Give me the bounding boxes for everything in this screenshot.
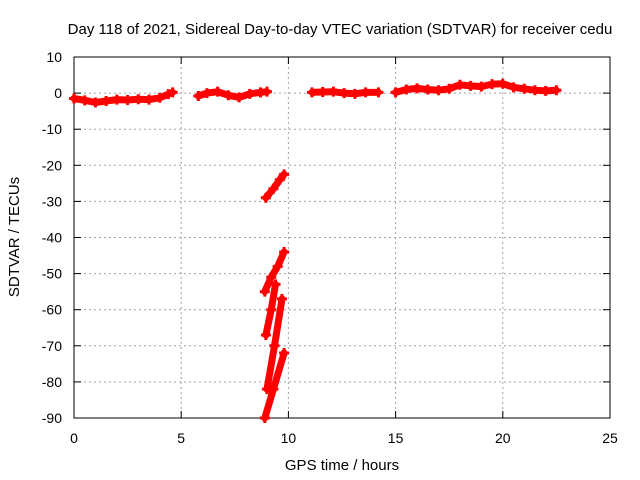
data-point xyxy=(260,192,271,203)
series-seg9 xyxy=(390,78,562,98)
data-point xyxy=(328,86,339,97)
y-tick-label: 10 xyxy=(46,49,62,65)
data-point xyxy=(274,174,285,185)
data-point xyxy=(272,261,283,272)
y-axis-label: SDTVAR / TECUs xyxy=(6,177,23,297)
data-point xyxy=(360,87,371,98)
series-seg2 xyxy=(193,86,272,103)
data-series xyxy=(69,78,562,423)
y-tick-labels: 10 0 -10 -20 -30 -40 -50 -60 -70 -80 -90 xyxy=(42,49,62,426)
data-point xyxy=(422,84,433,95)
data-point xyxy=(261,86,272,97)
data-point xyxy=(259,413,270,423)
data-point xyxy=(306,87,317,98)
data-point xyxy=(519,83,530,94)
x-tick-label: 20 xyxy=(495,430,511,446)
y-tick-label: -60 xyxy=(42,302,62,318)
data-point xyxy=(167,87,178,98)
series-seg5 xyxy=(260,279,281,340)
data-point xyxy=(497,78,508,89)
series-seg1 xyxy=(69,87,178,108)
data-point xyxy=(259,286,270,297)
data-point xyxy=(279,348,290,359)
data-point xyxy=(266,304,277,315)
x-tick-label: 15 xyxy=(388,430,404,446)
data-point xyxy=(111,94,122,105)
data-point xyxy=(133,94,144,105)
data-point xyxy=(234,92,245,103)
series-seg7 xyxy=(259,348,290,423)
data-point xyxy=(223,90,234,101)
data-point xyxy=(276,293,287,304)
data-point xyxy=(279,246,290,257)
y-tick-label: -80 xyxy=(42,374,62,390)
data-point xyxy=(551,85,562,96)
data-point xyxy=(317,87,328,98)
data-point xyxy=(101,96,112,107)
data-point xyxy=(69,93,79,104)
data-point xyxy=(244,88,255,99)
data-point xyxy=(412,83,423,94)
data-point xyxy=(144,94,155,105)
data-point xyxy=(508,82,519,93)
data-point xyxy=(529,85,540,96)
data-point xyxy=(454,79,465,90)
data-point xyxy=(540,85,551,96)
data-point xyxy=(373,87,384,98)
data-point xyxy=(260,329,271,340)
data-point xyxy=(269,340,280,351)
data-point xyxy=(279,169,290,180)
data-point xyxy=(390,87,401,98)
y-tick-label: -50 xyxy=(42,266,62,282)
x-tick-labels: 0 5 10 15 20 25 xyxy=(70,430,618,446)
data-point xyxy=(79,95,90,106)
data-point xyxy=(268,183,279,194)
data-point xyxy=(349,88,360,99)
y-tick-label: 0 xyxy=(54,85,62,101)
y-tick-label: -20 xyxy=(42,157,62,173)
data-point xyxy=(212,86,223,97)
data-point xyxy=(268,384,279,395)
y-tick-label: -70 xyxy=(42,338,62,354)
x-axis-label: GPS time / hours xyxy=(285,457,399,474)
data-point xyxy=(266,272,277,283)
series-trace xyxy=(392,80,560,96)
data-point xyxy=(90,97,101,108)
x-tick-label: 25 xyxy=(602,430,618,446)
data-point xyxy=(444,83,455,94)
y-tick-label: -40 xyxy=(42,230,62,246)
y-tick-label: -30 xyxy=(42,193,62,209)
data-point xyxy=(270,279,281,290)
x-tick-label: 10 xyxy=(281,430,297,446)
data-point xyxy=(201,88,212,99)
series-seg4 xyxy=(259,246,290,297)
data-point xyxy=(401,84,412,95)
chart-title: Day 118 of 2021, Sidereal Day-to-day VTE… xyxy=(68,21,613,38)
grid-lines xyxy=(74,57,610,418)
y-tick-label: -10 xyxy=(42,121,62,137)
data-point xyxy=(339,88,350,99)
data-point xyxy=(122,94,133,105)
y-tick-label: -90 xyxy=(42,410,62,426)
x-tick-label: 0 xyxy=(70,430,78,446)
data-point xyxy=(465,80,476,91)
series-trace xyxy=(261,248,288,296)
data-point xyxy=(154,92,165,103)
data-point xyxy=(476,81,487,92)
x-tick-label: 5 xyxy=(177,430,185,446)
series-trace xyxy=(262,170,288,202)
data-point xyxy=(433,85,444,96)
series-seg8 xyxy=(306,86,384,99)
series-seg3 xyxy=(260,169,290,203)
data-point xyxy=(193,90,204,101)
data-point xyxy=(487,79,498,90)
axis-ticks xyxy=(73,56,611,419)
